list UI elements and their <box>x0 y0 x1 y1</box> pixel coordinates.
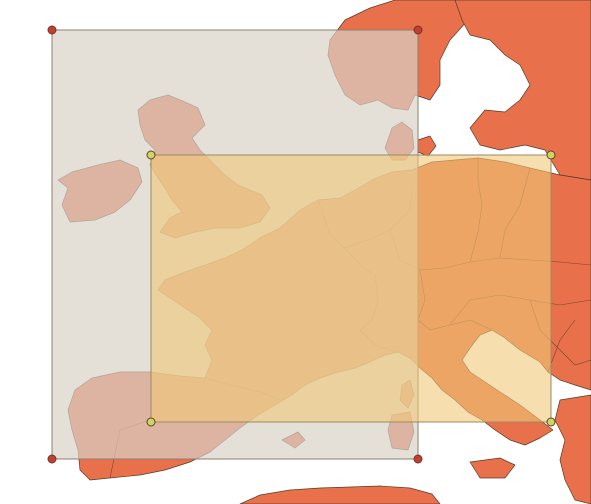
land-balkans-south <box>554 394 591 504</box>
land-sicily <box>469 457 516 479</box>
vertex-handle[interactable] <box>146 417 156 427</box>
vertex-handle[interactable] <box>47 454 57 464</box>
vertex-handle[interactable] <box>413 454 423 464</box>
land-north-africa <box>239 485 441 504</box>
vertex-handle[interactable] <box>146 150 156 160</box>
vertex-handle[interactable] <box>546 150 556 160</box>
vertex-handle[interactable] <box>47 25 57 35</box>
yellow-extent-rectangle[interactable] <box>150 154 552 423</box>
gray-extent-vertices[interactable] <box>47 25 423 464</box>
vertex-handle[interactable] <box>413 25 423 35</box>
vertex-handle[interactable] <box>546 417 556 427</box>
yellow-extent-vertices[interactable] <box>146 150 556 427</box>
